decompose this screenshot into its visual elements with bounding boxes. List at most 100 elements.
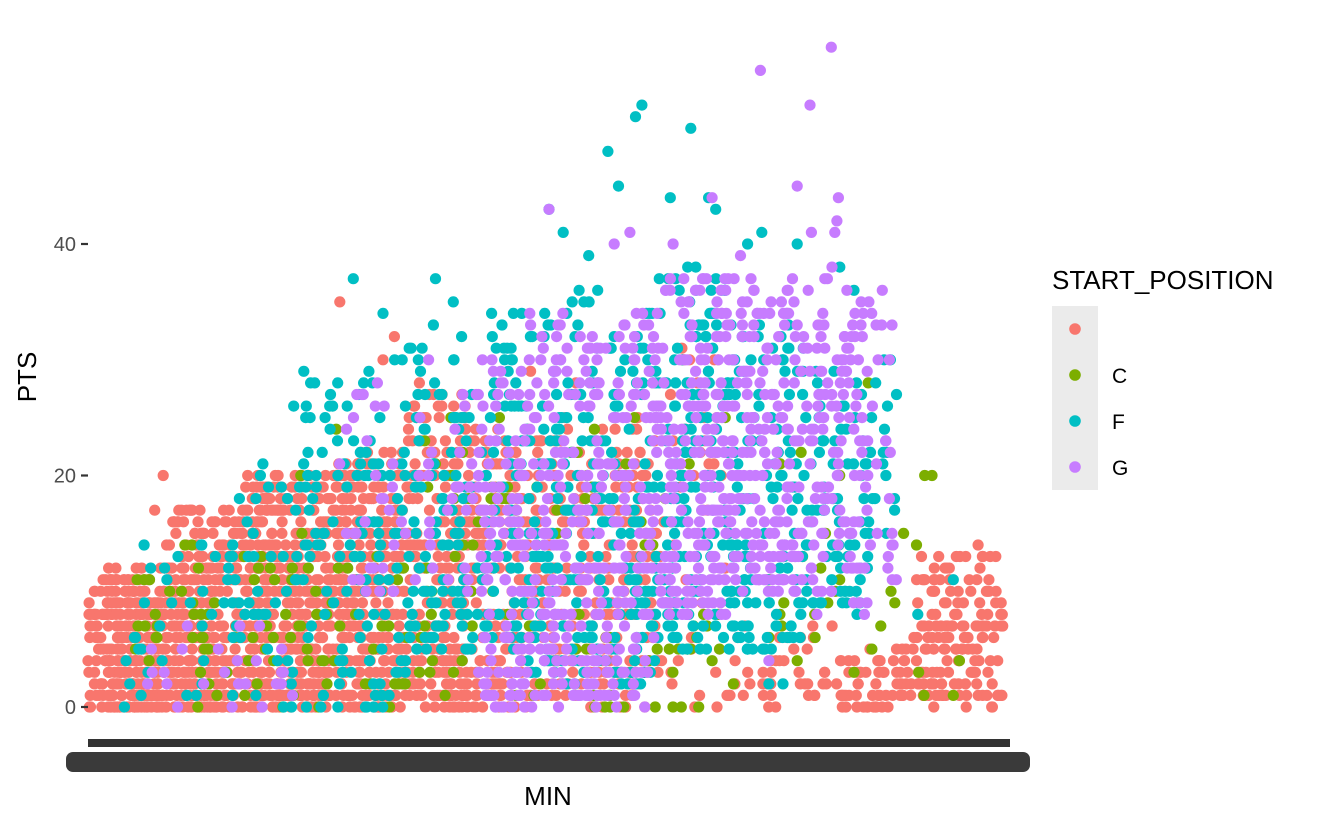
point-g <box>627 458 639 470</box>
point-g <box>705 481 717 493</box>
point-f <box>438 469 450 482</box>
point-g <box>804 458 816 470</box>
point-blank <box>354 666 366 678</box>
point-blank <box>852 678 864 690</box>
point-g <box>641 527 653 540</box>
point-g <box>654 574 666 586</box>
point-g <box>789 550 801 563</box>
point-g <box>593 585 605 597</box>
point-f <box>252 585 264 597</box>
point-g <box>506 608 518 621</box>
point-f <box>679 446 691 458</box>
point-g <box>863 296 875 308</box>
point-g <box>663 608 676 621</box>
point-g <box>789 354 801 366</box>
point-g <box>426 446 438 458</box>
point-g <box>424 516 436 528</box>
point-g <box>648 631 660 644</box>
point-blank <box>957 597 970 609</box>
point-g <box>690 365 702 377</box>
legend-key-f <box>1069 415 1081 427</box>
point-g <box>521 666 533 678</box>
point-blank <box>108 678 120 690</box>
y-axis-tick-label: 20 <box>54 466 76 488</box>
point-blank <box>96 678 109 690</box>
point-g <box>414 412 426 424</box>
point-g <box>601 620 613 632</box>
point-g <box>791 180 803 192</box>
point-g <box>754 550 767 563</box>
point-f <box>624 574 636 586</box>
point-f <box>728 620 740 632</box>
point-f <box>783 388 796 401</box>
point-f <box>850 377 863 389</box>
point-g <box>619 504 631 516</box>
point-g <box>811 481 823 493</box>
point-f <box>861 458 873 470</box>
point-g <box>771 446 783 458</box>
point-g <box>617 585 630 597</box>
point-c <box>389 678 401 690</box>
point-f <box>411 643 423 655</box>
point-blank <box>425 678 437 690</box>
point-f <box>671 342 684 354</box>
point-blank <box>737 689 749 702</box>
point-g <box>640 412 652 424</box>
point-g <box>745 423 757 435</box>
point-g <box>819 273 831 285</box>
point-g <box>608 412 620 424</box>
point-f <box>606 446 618 458</box>
point-blank <box>323 643 335 655</box>
point-g <box>600 342 612 354</box>
point-g <box>551 539 563 551</box>
point-f <box>662 539 674 551</box>
point-f <box>361 620 373 632</box>
point-g <box>487 365 499 377</box>
point-f <box>300 481 312 493</box>
point-g <box>522 400 534 412</box>
point-f <box>337 666 349 678</box>
point-blank <box>82 655 94 667</box>
point-g <box>649 354 661 366</box>
point-g <box>595 597 608 609</box>
point-g <box>712 516 725 528</box>
point-c <box>239 689 251 702</box>
point-blank <box>325 562 337 574</box>
point-f <box>817 435 830 447</box>
point-g <box>697 504 709 516</box>
point-blank <box>294 678 306 690</box>
point-blank <box>118 574 130 586</box>
point-blank <box>349 701 361 713</box>
point-blank <box>584 550 596 563</box>
point-g <box>807 435 819 447</box>
point-g <box>442 504 454 516</box>
point-blank <box>171 689 183 702</box>
point-g <box>574 331 586 343</box>
point-g <box>745 550 758 563</box>
point-f <box>384 469 396 482</box>
point-g <box>778 377 790 389</box>
point-blank <box>897 689 909 702</box>
point-blank <box>990 550 1002 563</box>
point-f <box>311 539 323 551</box>
point-f <box>542 550 554 563</box>
point-g <box>731 469 743 482</box>
point-f <box>615 527 627 540</box>
point-f <box>518 597 530 609</box>
point-blank <box>870 701 882 713</box>
point-g <box>857 307 869 319</box>
point-f <box>247 527 259 540</box>
point-g <box>559 446 571 458</box>
point-g <box>548 412 560 424</box>
point-f <box>291 550 303 563</box>
point-g <box>856 412 868 424</box>
point-g <box>663 446 675 458</box>
point-blank <box>205 620 217 632</box>
point-f <box>650 550 662 563</box>
point-g <box>660 284 672 296</box>
point-g <box>608 689 621 702</box>
point-blank <box>325 620 337 632</box>
point-g <box>479 516 491 528</box>
point-f <box>398 446 410 458</box>
point-g <box>835 435 847 447</box>
